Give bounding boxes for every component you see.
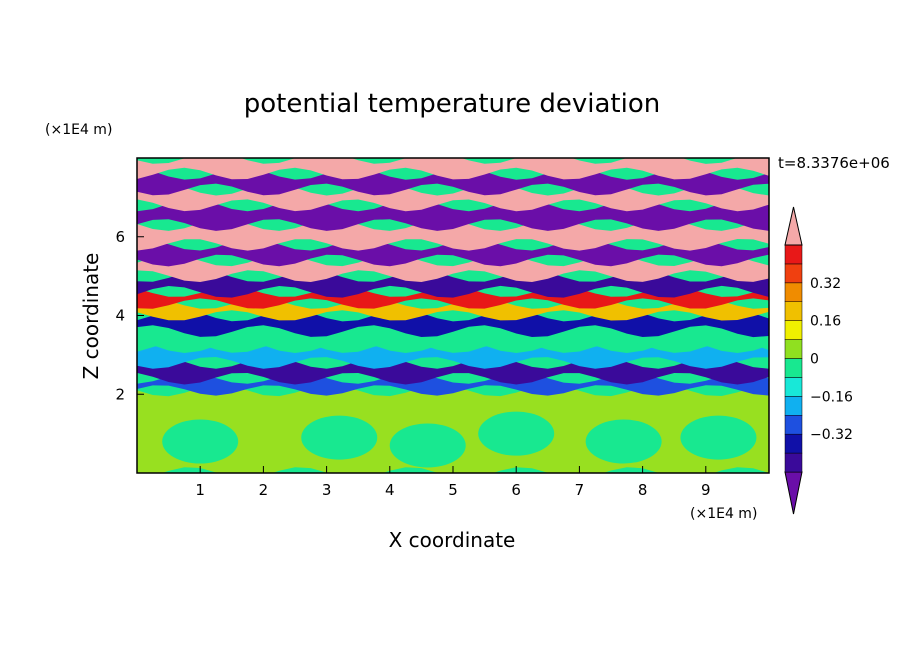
colorbar-tick-label: −0.32 — [810, 427, 853, 443]
colorbar-swatch — [784, 282, 803, 303]
x-tick-label: 6 — [511, 481, 521, 499]
field-band — [137, 238, 769, 267]
field-cell — [389, 423, 466, 468]
colorbar: 0.32 0.16 0 −0.16 −0.32 — [784, 206, 853, 515]
colorbar-swatch — [784, 244, 803, 265]
time-label: t=8.3376e+06 — [778, 154, 890, 172]
x-tick-label: 7 — [575, 481, 585, 499]
colorbar-swatch — [784, 320, 803, 340]
x-axis-label: X coordinate — [389, 528, 516, 552]
colorbar-upper-arrow — [784, 206, 803, 246]
colorbar-tick-label: −0.16 — [810, 389, 853, 405]
y-axis: 2 4 6 — [115, 228, 144, 403]
colorbar-swatch — [784, 301, 803, 321]
y-unit-label: (×1E4 m) — [45, 122, 112, 138]
colorbar-swatch — [784, 263, 803, 284]
x-axis: 1 2 3 4 5 6 7 8 9 — [195, 466, 711, 499]
x-tick-label: 2 — [259, 481, 269, 499]
colorbar-tick-label: 0.16 — [810, 314, 841, 330]
field-cell — [478, 411, 555, 456]
x-tick-label: 9 — [701, 481, 711, 499]
y-tick-label: 4 — [115, 307, 125, 325]
colorbar-tick-label: 0 — [810, 352, 819, 368]
x-tick-label: 3 — [322, 481, 332, 499]
x-tick-label: 1 — [195, 481, 205, 499]
field-cell — [301, 415, 378, 460]
colorbar-swatch — [784, 377, 803, 397]
y-tick-label: 6 — [115, 228, 125, 246]
field-cell — [680, 415, 757, 460]
field-cell — [162, 419, 239, 464]
colorbar-swatch — [784, 452, 803, 473]
colorbar-lower-arrow — [784, 471, 803, 515]
colorbar-swatch — [784, 396, 803, 416]
colorbar-swatch — [784, 415, 803, 435]
x-tick-label: 4 — [385, 481, 395, 499]
colorbar-swatch — [784, 358, 803, 378]
chart-title: potential temperature deviation — [244, 89, 660, 119]
colorbar-swatch — [784, 339, 803, 359]
field-band — [137, 167, 769, 196]
field-cell — [585, 419, 662, 464]
field-band — [137, 341, 769, 369]
x-tick-label: 5 — [448, 481, 458, 499]
field-band — [137, 158, 769, 180]
x-unit-label: (×1E4 m) — [690, 506, 757, 522]
x-tick-label: 8 — [638, 481, 648, 499]
field-band — [137, 219, 769, 251]
field-band — [137, 286, 769, 309]
colorbar-swatch — [784, 433, 803, 454]
plot-area — [137, 158, 769, 473]
y-tick-label: 2 — [115, 385, 125, 403]
y-axis-label: Z coordinate — [79, 253, 103, 380]
colorbar-tick-label: 0.32 — [810, 276, 841, 292]
